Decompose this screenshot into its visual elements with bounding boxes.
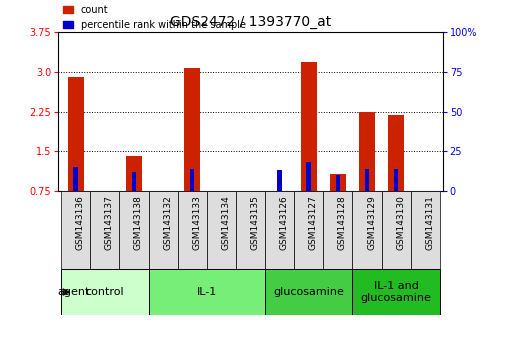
Bar [68,77,83,191]
Text: GSM143134: GSM143134 [221,195,230,250]
FancyBboxPatch shape [352,269,439,315]
Bar [306,162,311,191]
Text: GSM143129: GSM143129 [366,195,375,250]
Bar [358,112,374,191]
Text: GSM143133: GSM143133 [192,195,201,250]
Text: GSM143136: GSM143136 [76,195,84,250]
Text: GSM143130: GSM143130 [395,195,405,250]
FancyBboxPatch shape [293,191,323,269]
Bar [329,174,345,191]
FancyBboxPatch shape [265,269,352,315]
Bar [277,171,281,191]
Text: GSM143128: GSM143128 [337,195,346,250]
Text: control: control [85,287,124,297]
FancyBboxPatch shape [177,191,207,269]
Text: IL-1: IL-1 [196,287,217,297]
Text: GSM143132: GSM143132 [163,195,172,250]
Bar [387,115,403,191]
Text: GSM143126: GSM143126 [279,195,288,250]
Bar [364,169,369,191]
FancyBboxPatch shape [90,191,119,269]
Bar [131,172,136,191]
FancyBboxPatch shape [148,269,265,315]
Title: GDS2472 / 1393770_at: GDS2472 / 1393770_at [170,16,330,29]
Legend: count, percentile rank within the sample: count, percentile rank within the sample [63,5,245,30]
Bar [393,169,397,191]
FancyBboxPatch shape [410,191,439,269]
FancyBboxPatch shape [61,191,90,269]
Bar [335,175,339,191]
Text: GSM143137: GSM143137 [105,195,114,250]
FancyBboxPatch shape [235,191,265,269]
FancyBboxPatch shape [352,191,381,269]
Bar [126,156,142,191]
Text: GSM143135: GSM143135 [250,195,259,250]
Text: IL-1 and
glucosamine: IL-1 and glucosamine [360,281,431,303]
Bar [73,167,78,191]
FancyBboxPatch shape [323,191,352,269]
Text: GSM143131: GSM143131 [424,195,433,250]
Text: agent: agent [58,287,90,297]
FancyBboxPatch shape [207,191,235,269]
FancyBboxPatch shape [119,191,148,269]
FancyBboxPatch shape [61,269,148,315]
Bar [189,169,194,191]
Bar [300,62,316,191]
Text: GSM143138: GSM143138 [134,195,142,250]
Text: glucosamine: glucosamine [273,287,343,297]
FancyBboxPatch shape [148,191,177,269]
FancyBboxPatch shape [381,191,410,269]
FancyBboxPatch shape [265,191,293,269]
Text: GSM143127: GSM143127 [308,195,317,250]
Bar [184,68,200,191]
